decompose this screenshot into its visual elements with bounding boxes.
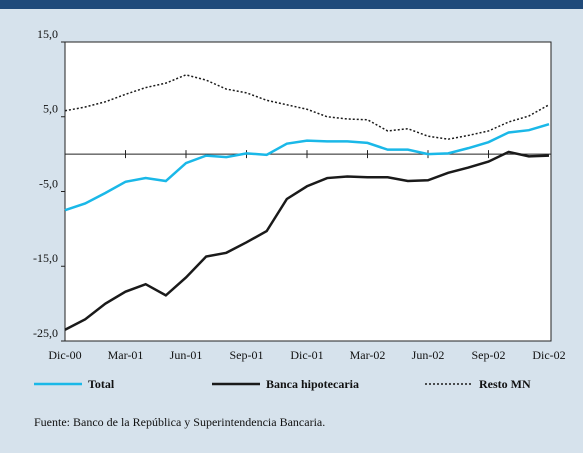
legend-label: Banca hipotecaria [266,377,359,391]
series-line [64,150,550,331]
y-tick-label: -5,0 [39,176,58,190]
x-tick-label: Dic-00 [48,348,81,362]
plot-area [64,41,552,342]
x-tick-label: Mar-02 [350,348,386,362]
x-tick-label: Jun-02 [412,348,445,362]
y-tick-label: -15,0 [33,251,58,265]
series-line [64,123,550,212]
y-tick-label: 15,0 [37,27,58,41]
y-tick-label: 5,0 [43,102,58,116]
x-tick-label: Sep-02 [472,348,506,362]
x-tick-label: Mar-01 [108,348,144,362]
x-tick-label: Sep-01 [230,348,264,362]
y-tick-label: -25,0 [33,326,58,340]
x-tick-label: Jun-01 [170,348,203,362]
series-line [64,74,550,140]
x-tick-label: Dic-02 [532,348,565,362]
top-band [0,0,583,9]
x-tick-label: Dic-01 [290,348,323,362]
legend-label: Resto MN [479,377,531,391]
source-note: Fuente: Banco de la República y Superint… [34,415,325,429]
legend-label: Total [88,377,115,391]
